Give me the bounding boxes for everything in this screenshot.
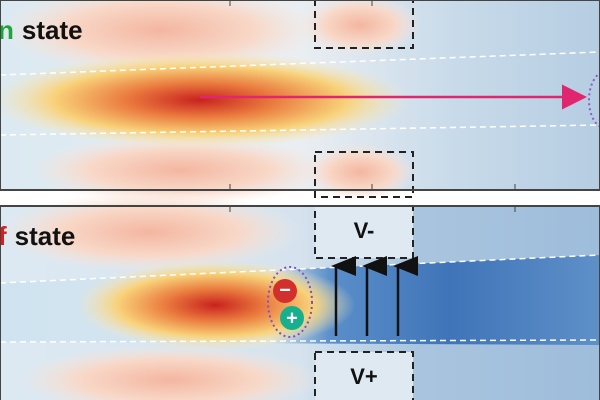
charge-label: − bbox=[279, 279, 291, 301]
heat bbox=[20, 345, 320, 400]
heat bbox=[0, 192, 300, 272]
gate-box bbox=[314, 351, 414, 400]
state-letter: f bbox=[0, 221, 7, 251]
panel-off: V- V+ − + f state bbox=[0, 192, 600, 400]
exciton bbox=[588, 72, 600, 128]
exciton bbox=[267, 266, 313, 338]
heat bbox=[30, 135, 330, 205]
state-word: state bbox=[22, 15, 83, 45]
state-label: n state bbox=[0, 15, 83, 45]
heat bbox=[305, 144, 415, 200]
heat bbox=[300, 0, 420, 55]
state-label: f state bbox=[0, 221, 75, 251]
state-word: state bbox=[15, 221, 76, 251]
channel-edge bbox=[0, 339, 600, 343]
state-letter: n bbox=[0, 15, 14, 45]
channel-edge bbox=[0, 124, 600, 136]
gate-label: V- bbox=[354, 218, 375, 243]
channel-edge bbox=[0, 254, 600, 284]
panel-frame bbox=[0, 0, 600, 191]
heat-blob bbox=[0, 52, 410, 148]
channel-edge bbox=[0, 51, 600, 76]
charge-label: + bbox=[286, 307, 298, 329]
gate-box bbox=[314, 151, 414, 198]
electron bbox=[273, 279, 297, 303]
panel-on: n state bbox=[0, 0, 600, 205]
hole bbox=[280, 306, 304, 330]
panel-frame bbox=[0, 205, 600, 400]
gate-label: V+ bbox=[350, 364, 378, 389]
gate-box bbox=[314, 0, 414, 49]
